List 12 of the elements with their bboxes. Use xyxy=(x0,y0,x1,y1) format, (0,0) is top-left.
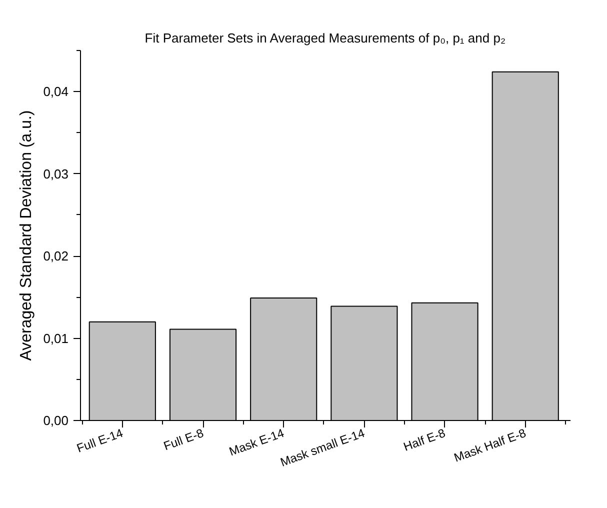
x-tick-label: Mask E-14 xyxy=(227,426,286,459)
x-tick-label: Half E-8 xyxy=(402,426,448,454)
x-tick-label: Mask Half E-8 xyxy=(452,426,528,465)
x-tick-label: Full E-8 xyxy=(162,426,206,454)
y-axis-title: Averaged Standard Deviation (a.u.) xyxy=(18,110,36,361)
chart-title: Fit Parameter Sets in Averaged Measurements of p₀, p₁ and p₂ xyxy=(144,30,506,46)
y-tick-label: 0,02 xyxy=(43,248,69,264)
y-tick-label: 0,03 xyxy=(43,166,69,182)
y-tick-label: 0,04 xyxy=(43,84,69,100)
y-tick-label: 0,01 xyxy=(43,330,69,346)
y-tick-label: 0,00 xyxy=(43,413,69,428)
x-tick-label: Full E-14 xyxy=(74,426,126,456)
